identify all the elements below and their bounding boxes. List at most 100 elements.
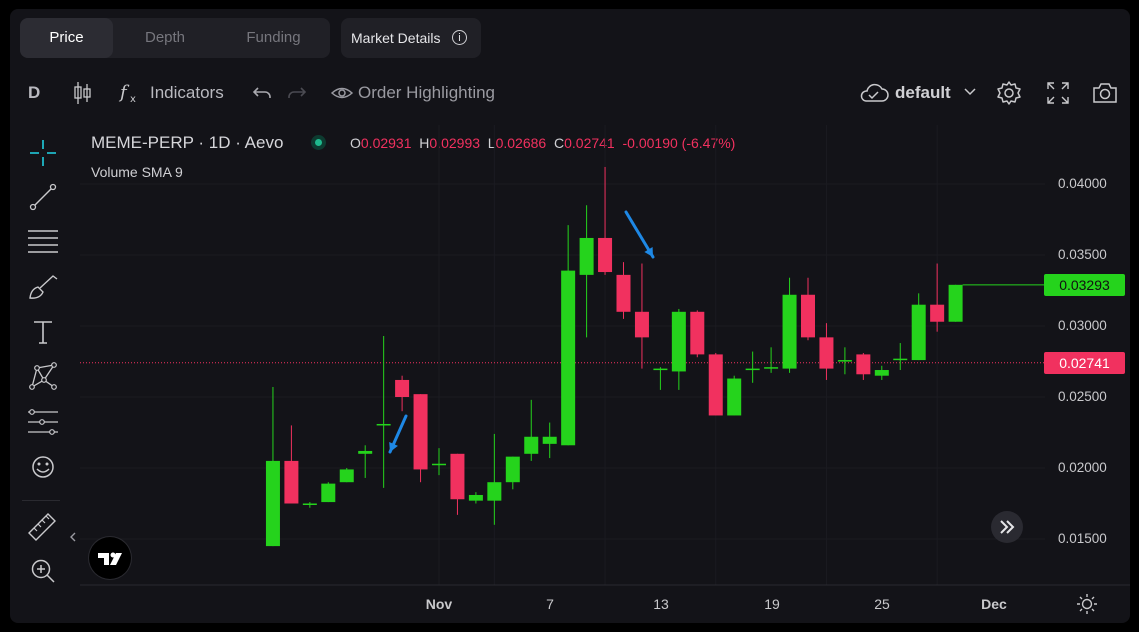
symbol-title: MEME-PERP · 1D · Aevo (91, 133, 284, 152)
gear-icon[interactable] (995, 79, 1023, 107)
candle-body (874, 370, 889, 376)
camera-icon[interactable] (1091, 80, 1119, 106)
annotation-arrowhead (644, 247, 653, 257)
cloud-check-icon[interactable] (858, 80, 890, 104)
candle-body (708, 354, 723, 416)
crosshair-icon[interactable] (28, 138, 58, 168)
fx-icon[interactable]: f x (118, 80, 144, 106)
candle-body (468, 494, 483, 501)
x-tick: 7 (546, 596, 554, 612)
fullscreen-icon[interactable] (1045, 80, 1071, 106)
emoji-icon[interactable] (30, 454, 56, 480)
text-tool-icon[interactable] (30, 318, 56, 346)
ruler-icon[interactable] (26, 510, 60, 542)
change-value: -0.00190 (-6.47%) (622, 135, 736, 151)
low-key: L (487, 135, 496, 151)
candle-body (432, 463, 446, 466)
x-tick: 25 (874, 596, 890, 612)
candle-body (339, 469, 354, 483)
sun-icon[interactable] (1076, 593, 1098, 615)
tab-funding[interactable]: Funding (246, 29, 301, 46)
annotation-arrowhead (389, 442, 398, 452)
y-tick: 0.02000 (1058, 460, 1107, 475)
market-status-dot (311, 135, 326, 150)
layout-name[interactable]: default (895, 83, 951, 102)
tab-price[interactable]: Price (20, 18, 113, 58)
y-tick: 0.02500 (1058, 389, 1107, 404)
info-icon: i (452, 30, 467, 45)
horizontal-lines-icon[interactable] (26, 226, 60, 256)
volume-indicator-label[interactable]: Volume SMA 9 (91, 164, 183, 180)
candle-body (302, 503, 317, 505)
last-price-tag: 0.03293 (1044, 274, 1125, 296)
candle-body (837, 360, 852, 362)
candle-body (487, 482, 502, 501)
chart-tabs: Price Depth Funding (20, 18, 330, 58)
pattern-icon[interactable] (27, 360, 59, 392)
y-tick: 0.04000 (1058, 176, 1107, 191)
candle-body (524, 436, 539, 454)
candle-body (376, 423, 391, 426)
candle-body (653, 368, 668, 371)
candle-body (395, 379, 410, 397)
close-value: 0.02741 (564, 135, 615, 151)
candle-body (948, 284, 963, 322)
x-tick: Dec (981, 596, 1007, 612)
y-tick: 0.01500 (1058, 531, 1107, 546)
x-tick: Nov (425, 596, 453, 612)
low-value: 0.02686 (495, 135, 547, 151)
tradingview-logo[interactable] (89, 537, 131, 579)
candle-body (413, 394, 428, 470)
toolbar-divider (22, 500, 60, 501)
trend-line-icon[interactable] (28, 182, 58, 212)
zoom-in-icon[interactable] (28, 556, 58, 586)
tradingview-logo-icon (98, 552, 122, 565)
candle-body (819, 337, 834, 369)
indicators-button[interactable]: Indicators (150, 83, 224, 102)
crosshair-price-tag: 0.02741 (1044, 352, 1125, 374)
open-value: 0.02931 (360, 135, 412, 151)
candle-body (911, 304, 926, 361)
candle-body (561, 270, 576, 446)
open-key: O (350, 135, 361, 151)
chevron-down-icon[interactable] (963, 87, 977, 97)
eye-icon (330, 87, 354, 99)
y-tick: 0.03000 (1058, 318, 1107, 333)
candle-body (616, 274, 631, 312)
candle-body (801, 294, 815, 338)
forecast-icon[interactable] (26, 406, 60, 438)
brush-icon[interactable] (26, 272, 60, 302)
candle-body (284, 460, 299, 504)
x-tick: 19 (764, 596, 780, 612)
market-details-button[interactable]: Market Details i (341, 18, 481, 58)
candle-body (671, 311, 686, 372)
tab-depth[interactable]: Depth (144, 29, 186, 46)
market-details-label: Market Details (351, 30, 441, 46)
candle-body (265, 460, 280, 547)
candle-body (893, 358, 908, 361)
candle-body (598, 237, 613, 273)
scroll-to-realtime-button[interactable] (991, 511, 1023, 543)
candle-body (450, 453, 465, 500)
y-tick: 0.03500 (1058, 247, 1107, 262)
candle-body (856, 354, 871, 375)
candle-body (542, 436, 557, 444)
redo-icon[interactable] (285, 82, 307, 102)
candles-icon[interactable] (71, 80, 93, 106)
x-tick: 13 (653, 596, 669, 612)
candle-body (358, 450, 373, 454)
candle-body (727, 378, 742, 416)
order-highlighting-button[interactable]: Order Highlighting (358, 83, 496, 102)
candle-body (930, 304, 945, 322)
candle-body (579, 237, 594, 275)
candle-body (321, 483, 336, 503)
high-key: H (419, 135, 430, 151)
candle-body (764, 367, 779, 369)
collapse-toolbar-icon[interactable] (68, 530, 78, 544)
interval-button[interactable]: D (28, 83, 41, 102)
double-chevron-right-icon (1000, 520, 1015, 534)
undo-icon[interactable] (252, 82, 274, 102)
high-value: 0.02993 (429, 135, 481, 151)
candle-body (690, 311, 705, 355)
